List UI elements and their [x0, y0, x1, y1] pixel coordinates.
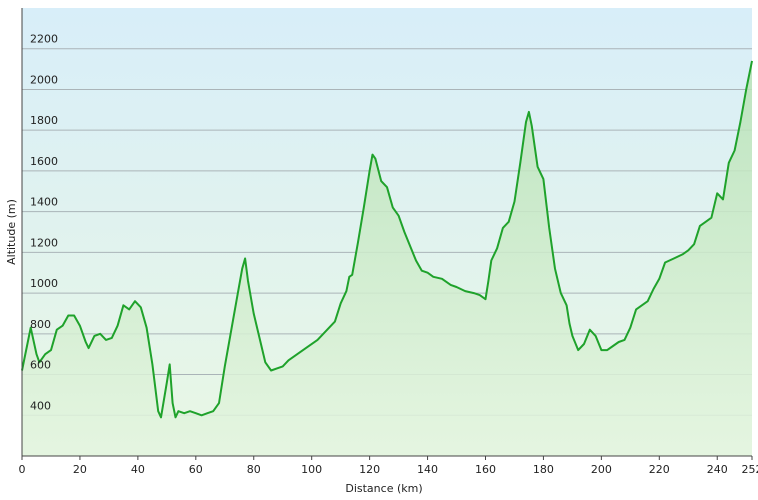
x-tick-label: 40 [131, 463, 145, 476]
x-tick-label: 160 [475, 463, 496, 476]
line [21, 60, 753, 419]
x-tick-label: 252 [742, 463, 758, 476]
x-tick-label: 240 [707, 463, 728, 476]
x-tick-label: 140 [417, 463, 438, 476]
y-tick-label: 2000 [30, 73, 58, 86]
x-tick-label: 80 [247, 463, 261, 476]
x-tick-label: 60 [189, 463, 203, 476]
y-tick-label: 1400 [30, 196, 58, 209]
x-tick-label: 200 [591, 463, 612, 476]
x-tick-label: 0 [19, 463, 26, 476]
x-axis-label: Distance (km) [345, 482, 422, 495]
y-tick-label: 600 [30, 359, 51, 372]
x-tick-label: 120 [359, 463, 380, 476]
area [22, 60, 752, 457]
plot [21, 60, 753, 457]
y-tick-label: 1800 [30, 114, 58, 127]
y-tick-label: 400 [30, 399, 51, 412]
y-tick-label: 2200 [30, 33, 58, 46]
x-tick-label: 20 [73, 463, 87, 476]
y-tick-label: 1600 [30, 155, 58, 168]
x-tick-label: 100 [301, 463, 322, 476]
x-tick-label: 220 [649, 463, 670, 476]
y-tick-label: 1200 [30, 236, 58, 249]
y-tick-label: 800 [30, 318, 51, 331]
y-axis-label: Altitude (m) [5, 199, 18, 265]
x-tick-label: 180 [533, 463, 554, 476]
y-tick-label: 1000 [30, 277, 58, 290]
